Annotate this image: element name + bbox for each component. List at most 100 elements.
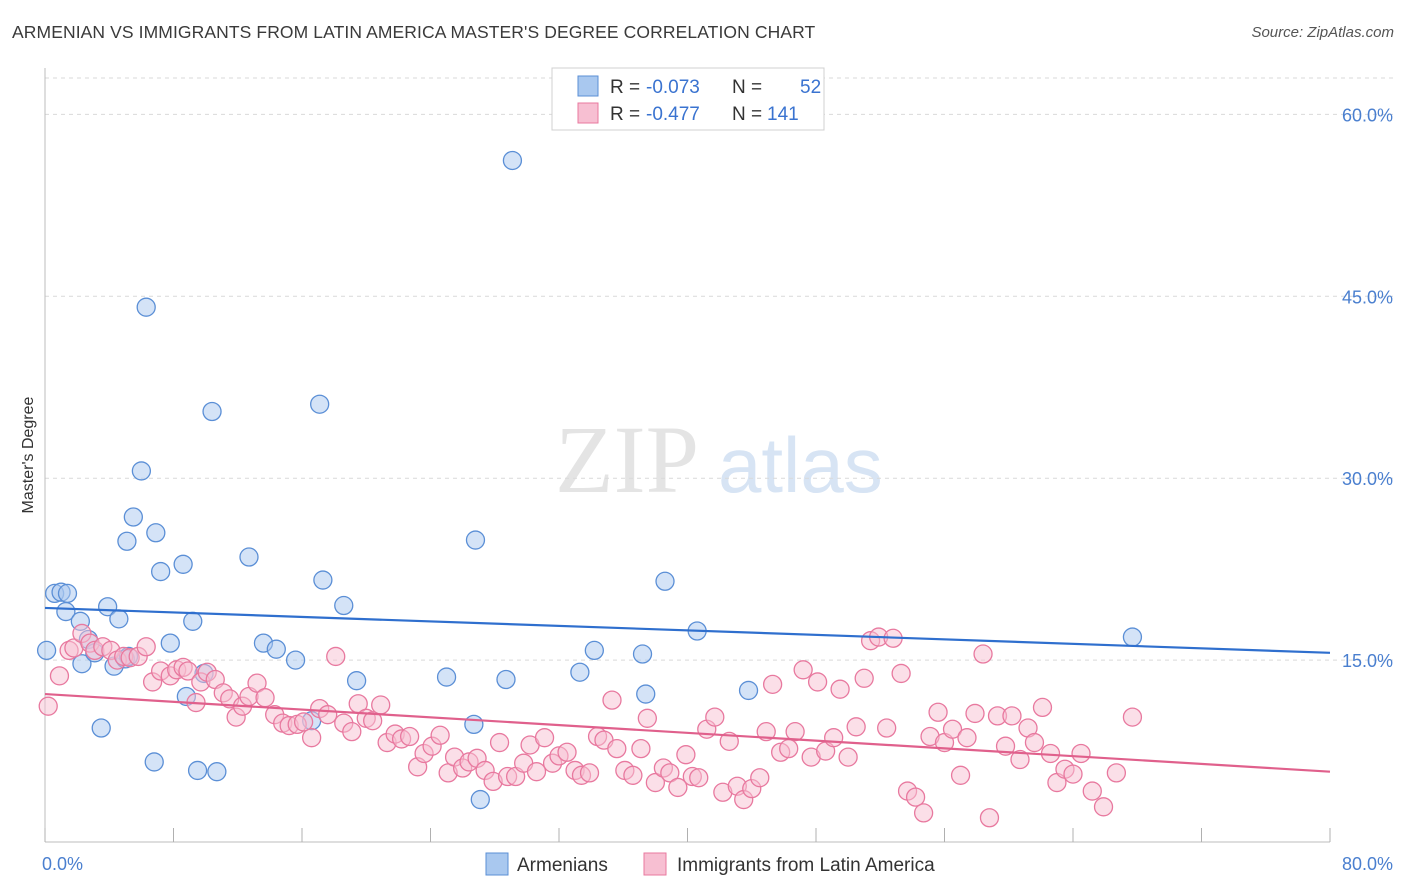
bottom-legend-label-latin-america: Immigrants from Latin America — [677, 855, 935, 876]
armenians-point-18 — [136, 297, 156, 317]
legend-r-value-2: -0.477 — [646, 104, 700, 125]
bottom-legend-label-armenians: Armenians — [517, 855, 608, 876]
armenians-point-38 — [346, 671, 367, 691]
latin-america-point-113 — [877, 718, 897, 738]
armenians-point-36 — [313, 570, 333, 590]
armenians-point-35 — [310, 394, 330, 414]
armenians-point-42 — [470, 789, 490, 810]
latin-america-point-29 — [247, 673, 267, 693]
armenians-point-48 — [636, 684, 656, 704]
legend-swatch-armenians — [577, 75, 599, 97]
armenians-point-49 — [655, 571, 675, 591]
armenians-point-0 — [36, 640, 57, 661]
legend-n-label-2: N = — [732, 104, 762, 125]
latin-america-point-140 — [1082, 781, 1102, 801]
bottom-legend-swatch-armenians — [485, 852, 509, 876]
latin-america-trend-line — [44, 692, 1331, 773]
latin-america-point-106 — [824, 728, 844, 748]
latin-america-point-90 — [705, 707, 725, 727]
source-label: Source: ZipAtlas.com — [1251, 24, 1394, 41]
latin-america-point-82 — [645, 772, 666, 793]
latin-america-point-61 — [489, 732, 510, 753]
armenians-point-23 — [173, 554, 193, 574]
tick-labels: 15.0% 30.0% 45.0% 60.0% 0.0% 80.0% — [42, 105, 1393, 874]
y-tick-label-0: 15.0% — [1342, 651, 1393, 671]
latin-america-point-98 — [762, 674, 783, 694]
latin-america-point-45 — [371, 695, 391, 715]
y-tick-label-3: 60.0% — [1342, 105, 1393, 125]
latin-america-point-104 — [807, 672, 828, 692]
latin-america-points — [38, 623, 1143, 828]
latin-america-point-139 — [1071, 743, 1091, 764]
latin-america-point-123 — [950, 765, 971, 785]
latin-america-point-76 — [602, 690, 622, 710]
armenians-point-37 — [334, 595, 354, 616]
y-tick-label-2: 45.0% — [1342, 287, 1393, 307]
armenians-point-4 — [56, 601, 76, 622]
armenians-point-40 — [464, 714, 484, 735]
bottom-legend-swatch-latin-america — [643, 852, 667, 876]
latin-america-point-143 — [1122, 707, 1143, 727]
armenians-point-17 — [131, 461, 152, 481]
armenians-point-19 — [146, 523, 166, 543]
latin-america-point-84 — [660, 763, 680, 783]
latin-america-point-109 — [846, 717, 866, 737]
latin-america-point-39 — [326, 646, 346, 667]
armenians-point-41 — [465, 530, 486, 550]
correlation-legend: R = -0.073 N = 52 R = -0.477 N = 141 — [551, 67, 825, 131]
legend-r-label-1: R = — [610, 77, 640, 98]
latin-america-point-142 — [1106, 763, 1127, 783]
latin-america-point-96 — [750, 768, 770, 788]
legend-n-value-2: 141 — [767, 104, 799, 125]
latin-america-point-97 — [756, 721, 776, 742]
latin-america-point-30 — [255, 688, 275, 708]
latin-america-point-44 — [363, 711, 383, 731]
latin-america-point-67 — [534, 728, 555, 748]
armenians-point-16 — [123, 507, 143, 527]
latin-america-point-35 — [293, 712, 314, 732]
latin-america-point-110 — [854, 668, 874, 688]
latin-america-point-86 — [676, 745, 696, 765]
latin-america-point-100 — [779, 738, 799, 759]
armenians-point-3 — [57, 583, 78, 604]
latin-america-point-1 — [49, 666, 70, 686]
latin-america-point-79 — [623, 765, 643, 785]
y-tick-label-1: 30.0% — [1342, 469, 1393, 489]
armenians-point-45 — [570, 662, 590, 682]
latin-america-point-122 — [942, 719, 963, 739]
latin-america-point-133 — [1024, 732, 1045, 753]
latin-america-point-77 — [607, 738, 627, 759]
armenians-point-28 — [202, 401, 222, 422]
latin-america-point-127 — [979, 808, 1000, 828]
trend-lines — [44, 606, 1331, 773]
latin-america-point-73 — [579, 763, 600, 783]
latin-america-point-107 — [830, 679, 850, 699]
latin-america-point-117 — [905, 787, 926, 807]
latin-america-point-53 — [430, 725, 450, 745]
legend-r-label-2: R = — [610, 104, 640, 125]
latin-america-point-115 — [891, 663, 911, 684]
series-legend: Armenians Immigrants from Latin America — [485, 852, 935, 876]
armenians-point-30 — [239, 547, 259, 567]
armenians-point-33 — [285, 650, 306, 670]
latin-america-point-138 — [1063, 764, 1083, 784]
armenians-point-26 — [187, 760, 208, 781]
armenians-point-51 — [738, 680, 759, 701]
armenians-point-52 — [1122, 627, 1143, 647]
latin-america-point-120 — [928, 702, 948, 722]
latin-america-point-81 — [637, 708, 657, 728]
y-axis-label: Master's Degree — [20, 396, 37, 513]
armenians-point-29 — [207, 762, 227, 782]
latin-america-point-41 — [342, 721, 362, 742]
armenians-point-46 — [584, 640, 604, 661]
armenians-point-15 — [117, 531, 137, 551]
grid-lines — [45, 77, 1393, 661]
latin-america-point-134 — [1032, 697, 1053, 718]
armenians-point-21 — [150, 561, 171, 582]
latin-america-point-124 — [957, 728, 977, 748]
latin-america-point-88 — [689, 768, 709, 788]
armenians-point-22 — [160, 633, 180, 653]
armenians-point-20 — [144, 752, 164, 772]
watermark-zip: ZIP — [555, 406, 699, 513]
